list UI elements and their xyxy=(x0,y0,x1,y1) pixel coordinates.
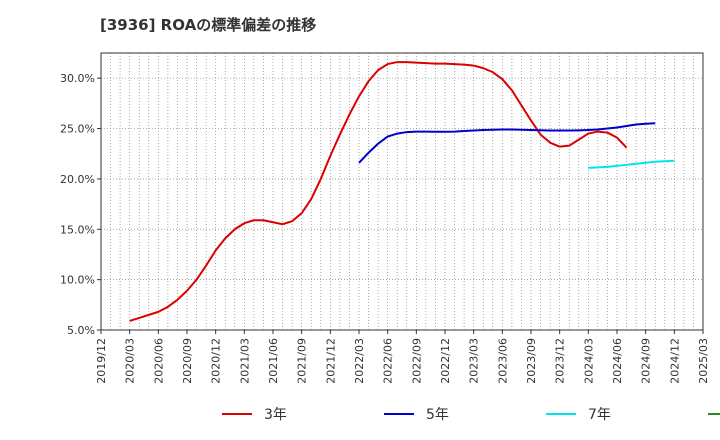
series-line-3年 xyxy=(129,61,628,322)
x-tick-label: 2025/03 xyxy=(697,338,710,384)
x-tick-label: 2022/03 xyxy=(353,338,366,384)
chart-title: [3936] ROAの標準偏差の推移 xyxy=(100,16,317,34)
x-tick-label: 2023/12 xyxy=(554,338,567,384)
legend-label: 7年 xyxy=(588,407,611,423)
legend-label: 5年 xyxy=(426,407,449,423)
y-tick-label: 5.0% xyxy=(67,324,95,337)
x-tick-label: 2023/09 xyxy=(525,338,538,384)
x-tick-label: 2020/09 xyxy=(181,338,194,384)
y-axis: 5.0% 10.0% 15.0% 20.0% 25.0% 30.0% xyxy=(60,72,101,337)
x-tick-label: 2020/06 xyxy=(152,338,165,384)
x-tick-label: 2022/12 xyxy=(439,338,452,384)
y-tick-label: 15.0% xyxy=(60,223,95,236)
x-tick-label: 2024/09 xyxy=(640,338,653,384)
series-layer xyxy=(129,61,675,322)
x-tick-label: 2021/06 xyxy=(267,338,280,384)
plot-frame xyxy=(100,52,704,331)
legend-label: 3年 xyxy=(264,407,287,423)
x-axis: 2019/12 2020/03 2020/06 2020/09 2020/12 2021/… xyxy=(95,330,710,384)
x-tick-label: 2024/12 xyxy=(668,338,681,384)
x-tick-label: 2024/03 xyxy=(582,338,595,384)
series-line-5年 xyxy=(358,122,656,164)
x-tick-label: 2021/03 xyxy=(238,338,251,384)
legend: 3年5年7年10年 xyxy=(222,407,720,423)
y-tick-label: 20.0% xyxy=(60,173,95,186)
y-tick-label: 25.0% xyxy=(60,123,95,136)
x-tick-label: 2020/12 xyxy=(210,338,223,384)
x-tick-label: 2023/06 xyxy=(496,338,509,384)
series-line-7年 xyxy=(588,159,675,169)
x-tick-label: 2019/12 xyxy=(95,338,108,384)
y-tick-label: 30.0% xyxy=(60,72,95,85)
plot-background xyxy=(101,53,703,330)
y-tick-label: 10.0% xyxy=(60,274,95,287)
x-tick-label: 2020/03 xyxy=(124,338,137,384)
x-tick-label: 2023/03 xyxy=(468,338,481,384)
x-tick-label: 2022/09 xyxy=(410,338,423,384)
x-tick-label: 2021/09 xyxy=(296,338,309,384)
x-tick-label: 2024/06 xyxy=(611,338,624,384)
x-tick-label: 2022/06 xyxy=(382,338,395,384)
x-tick-label: 2021/12 xyxy=(324,338,337,384)
